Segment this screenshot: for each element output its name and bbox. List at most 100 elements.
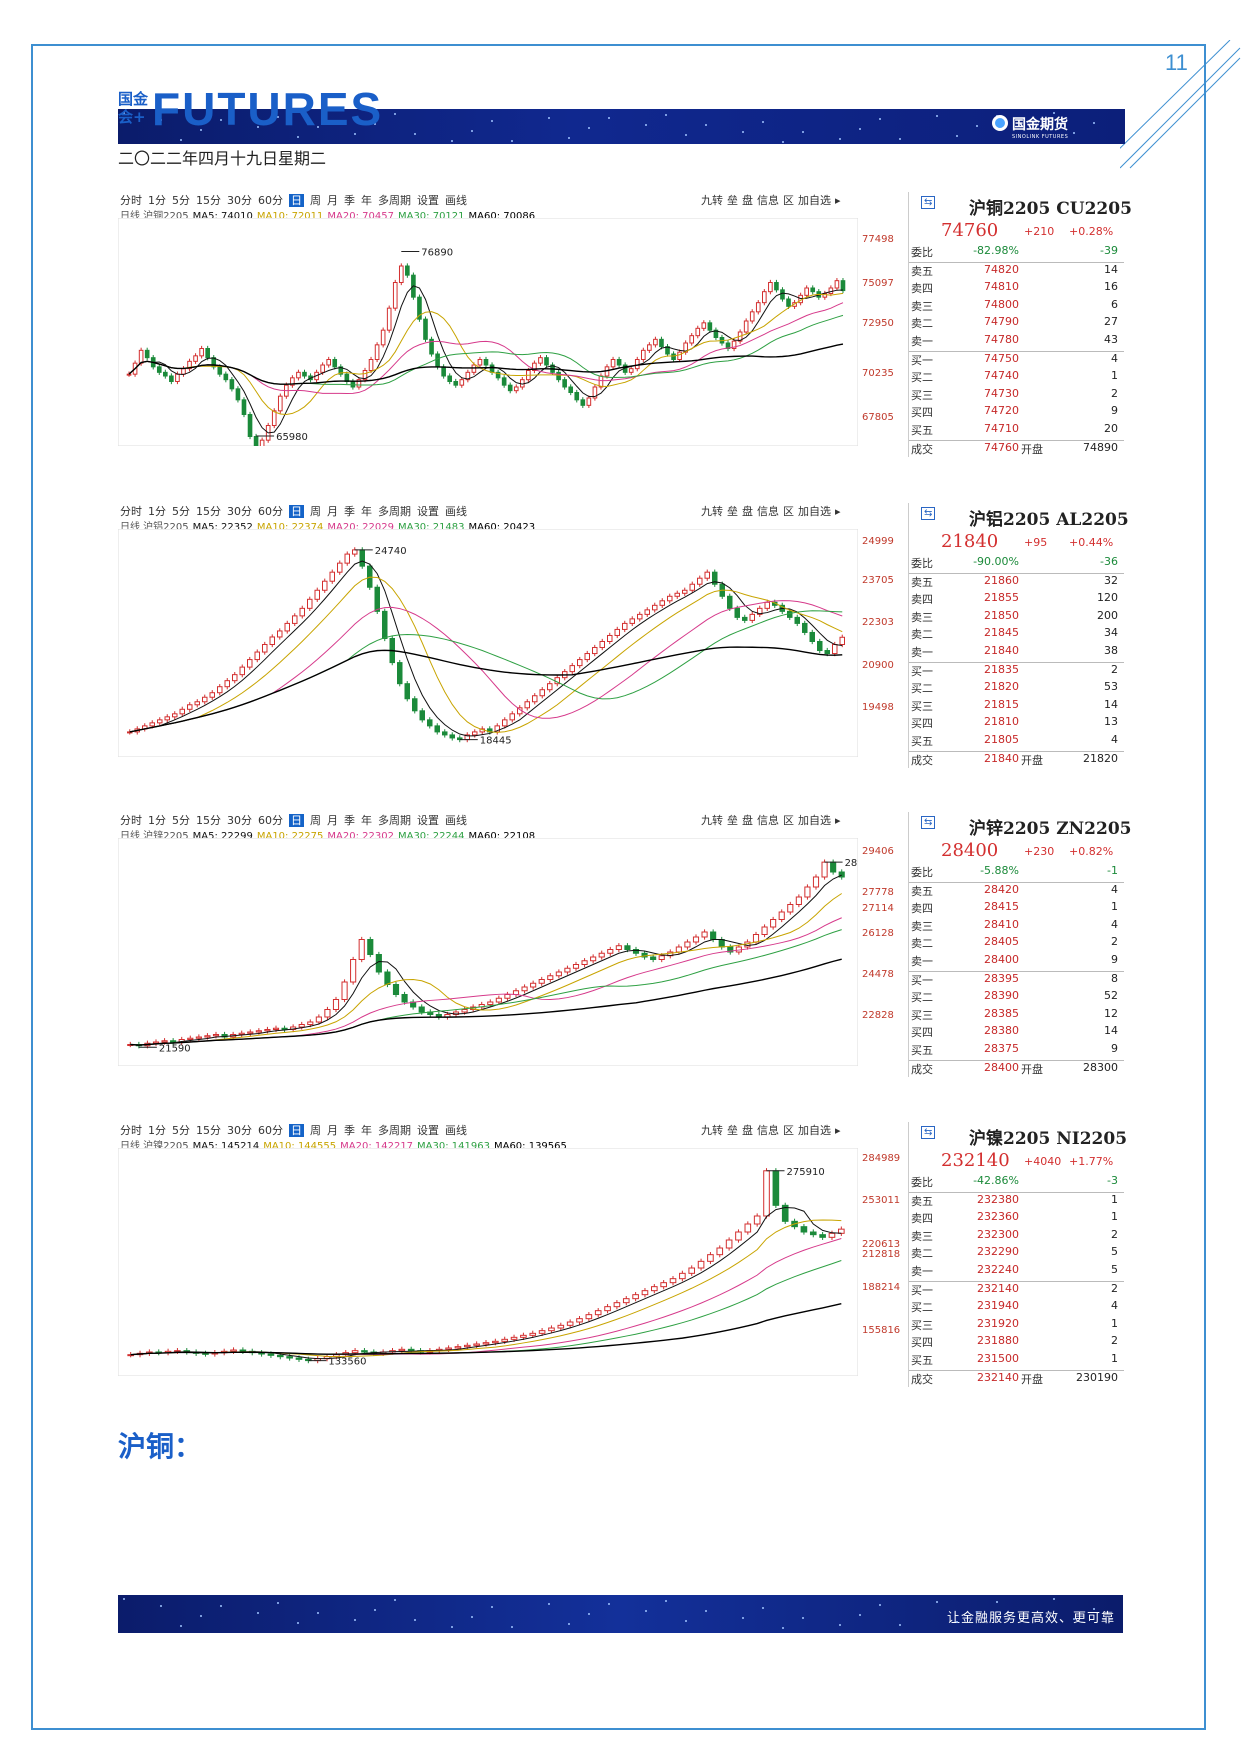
period-tab-2[interactable]: 5分 (172, 505, 190, 518)
period-tab-7[interactable]: 周 (310, 505, 321, 518)
period-tab-1[interactable]: 1分 (148, 194, 166, 207)
period-tab-12[interactable]: 设置 (417, 505, 439, 518)
row-label: 买二 (911, 371, 933, 385)
tool-button-0[interactable]: 九转 (701, 505, 723, 518)
period-tab-5[interactable]: 60分 (258, 505, 283, 518)
tool-button-1[interactable]: 垒 (727, 1124, 738, 1137)
period-tab-9[interactable]: 季 (344, 814, 355, 827)
candlestick-plot[interactable]: 28995 21590 (118, 838, 858, 1066)
quote-tag[interactable]: ⇆ (921, 507, 936, 520)
period-tab-13[interactable]: 画线 (445, 505, 467, 518)
period-tab-4[interactable]: 30分 (227, 194, 252, 207)
period-tab-4[interactable]: 30分 (227, 814, 252, 827)
period-tab-0[interactable]: 分时 (120, 814, 142, 827)
tool-button-0[interactable]: 九转 (701, 194, 723, 207)
tool-button-4[interactable]: 区 (783, 1124, 794, 1137)
tool-button-5[interactable]: 加自选 (798, 814, 831, 827)
candlestick-plot[interactable]: 76890 65980 (118, 218, 858, 446)
period-tab-9[interactable]: 季 (344, 505, 355, 518)
candle-body (163, 371, 168, 377)
period-tab-6[interactable]: 日 (289, 194, 304, 207)
period-tab-12[interactable]: 设置 (417, 814, 439, 827)
period-tab-11[interactable]: 多周期 (378, 814, 411, 827)
period-tab-2[interactable]: 5分 (172, 814, 190, 827)
tool-button-2[interactable]: 盘 (742, 1124, 753, 1137)
period-tab-13[interactable]: 画线 (445, 1124, 467, 1137)
period-tab-10[interactable]: 年 (361, 505, 372, 518)
period-tab-12[interactable]: 设置 (417, 1124, 439, 1137)
period-tab-3[interactable]: 15分 (196, 505, 221, 518)
tool-button-0[interactable]: 九转 (701, 814, 723, 827)
tool-button-2[interactable]: 盘 (742, 814, 753, 827)
period-tab-0[interactable]: 分时 (120, 194, 142, 207)
tool-button-3[interactable]: 信息 (757, 1124, 779, 1137)
tool-button-5[interactable]: 加自选 (798, 1124, 831, 1137)
period-tab-2[interactable]: 5分 (172, 194, 190, 207)
period-tab-6[interactable]: 日 (289, 814, 304, 827)
candlestick-plot[interactable]: 24740 18445 (118, 529, 858, 757)
period-tab-3[interactable]: 15分 (196, 1124, 221, 1137)
row-price: 74720 (984, 404, 1019, 418)
period-tab-1[interactable]: 1分 (148, 1124, 166, 1137)
candlestick-plot[interactable]: 275910 133560 (118, 1148, 858, 1376)
period-tab-2[interactable]: 5分 (172, 1124, 190, 1137)
period-tab-13[interactable]: 画线 (445, 814, 467, 827)
tool-button-4[interactable]: 区 (783, 194, 794, 207)
period-tab-12[interactable]: 设置 (417, 194, 439, 207)
period-tab-6[interactable]: 日 (289, 505, 304, 518)
tool-button-3[interactable]: 信息 (757, 814, 779, 827)
tool-button-6[interactable]: ▸ (835, 194, 841, 207)
period-tab-8[interactable]: 月 (327, 1124, 338, 1137)
period-tab-5[interactable]: 60分 (258, 194, 283, 207)
quote-tag[interactable]: ⇆ (921, 816, 936, 829)
tool-button-1[interactable]: 垒 (727, 814, 738, 827)
tool-button-4[interactable]: 区 (783, 814, 794, 827)
tool-button-4[interactable]: 区 (783, 505, 794, 518)
tool-button-6[interactable]: ▸ (835, 1124, 841, 1137)
price-change-pct: +0.82% (1069, 845, 1114, 858)
period-tab-10[interactable]: 年 (361, 814, 372, 827)
tool-button-3[interactable]: 信息 (757, 194, 779, 207)
period-tab-7[interactable]: 周 (310, 194, 321, 207)
period-tab-11[interactable]: 多周期 (378, 194, 411, 207)
period-tab-4[interactable]: 30分 (227, 1124, 252, 1137)
tool-button-2[interactable]: 盘 (742, 505, 753, 518)
period-tab-0[interactable]: 分时 (120, 1124, 142, 1137)
period-tab-8[interactable]: 月 (327, 814, 338, 827)
star-dot (956, 135, 958, 137)
tool-button-5[interactable]: 加自选 (798, 194, 831, 207)
tool-button-1[interactable]: 垒 (727, 194, 738, 207)
row-volume: 1 (1111, 1316, 1118, 1330)
period-tab-1[interactable]: 1分 (148, 505, 166, 518)
tool-button-5[interactable]: 加自选 (798, 505, 831, 518)
tool-button-0[interactable]: 九转 (701, 1124, 723, 1137)
tool-button-2[interactable]: 盘 (742, 194, 753, 207)
period-tab-11[interactable]: 多周期 (378, 1124, 411, 1137)
period-tab-10[interactable]: 年 (361, 1124, 372, 1137)
period-tab-7[interactable]: 周 (310, 814, 321, 827)
tool-button-6[interactable]: ▸ (835, 505, 841, 518)
period-tab-6[interactable]: 日 (289, 1124, 304, 1137)
period-tab-9[interactable]: 季 (344, 194, 355, 207)
period-tab-8[interactable]: 月 (327, 505, 338, 518)
period-tab-11[interactable]: 多周期 (378, 505, 411, 518)
candle-body (442, 731, 448, 736)
period-tab-13[interactable]: 画线 (445, 194, 467, 207)
period-tab-7[interactable]: 周 (310, 1124, 321, 1137)
period-tab-0[interactable]: 分时 (120, 505, 142, 518)
period-tab-1[interactable]: 1分 (148, 814, 166, 827)
period-tab-9[interactable]: 季 (344, 1124, 355, 1137)
period-tab-4[interactable]: 30分 (227, 505, 252, 518)
period-tab-10[interactable]: 年 (361, 194, 372, 207)
period-tab-3[interactable]: 15分 (196, 194, 221, 207)
ma-legend-prefix: 日线 沪铜2205 (120, 211, 189, 222)
period-tab-8[interactable]: 月 (327, 194, 338, 207)
period-tab-5[interactable]: 60分 (258, 814, 283, 827)
tool-button-3[interactable]: 信息 (757, 505, 779, 518)
quote-tag[interactable]: ⇆ (921, 1126, 936, 1139)
tool-button-1[interactable]: 垒 (727, 505, 738, 518)
period-tab-3[interactable]: 15分 (196, 814, 221, 827)
tool-button-6[interactable]: ▸ (835, 814, 841, 827)
period-tab-5[interactable]: 60分 (258, 1124, 283, 1137)
quote-tag[interactable]: ⇆ (921, 196, 936, 209)
